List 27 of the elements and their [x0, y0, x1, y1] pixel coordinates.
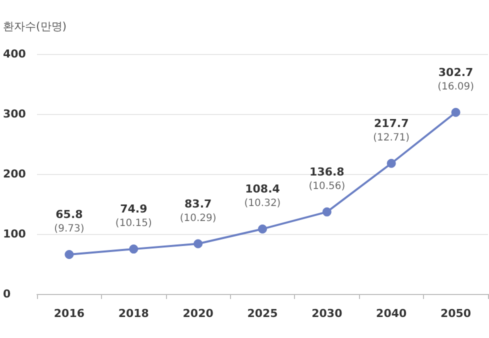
x-tick-label: 2040: [376, 307, 408, 320]
x-tick-label: 2025: [247, 307, 278, 320]
point: [322, 207, 332, 216]
y-tick-label: 0: [3, 288, 11, 300]
data-label: 302.7 (16.09): [438, 66, 474, 92]
point: [129, 244, 138, 254]
point: [451, 108, 460, 117]
y-tick-label: 300: [3, 108, 26, 120]
y-tick-label: 200: [3, 168, 26, 180]
point: [64, 250, 74, 260]
data-label: 108.4 (10.32): [244, 182, 281, 209]
x-tick-label: 2030: [312, 307, 343, 320]
x-tick-label: 2018: [118, 307, 149, 320]
data-label: 217.7 (12.71): [373, 116, 410, 144]
data-label: 65.8 (9.73): [54, 208, 84, 235]
y-axis-title: 환자수(만명): [3, 20, 67, 33]
y-tick-label: 100: [3, 228, 26, 240]
x-tick-label: 2050: [440, 307, 472, 320]
y-tick-label: 400: [3, 48, 26, 60]
data-label: 136.8 (10.56): [308, 165, 346, 192]
point: [386, 158, 396, 168]
x-tick-label: 2016: [54, 307, 85, 320]
data-label: 74.9 (10.15): [115, 202, 152, 230]
point: [258, 224, 267, 234]
point: [194, 239, 203, 248]
data-label: 83.7 (10.29): [180, 197, 216, 224]
x-tick-label: 2020: [182, 307, 214, 320]
